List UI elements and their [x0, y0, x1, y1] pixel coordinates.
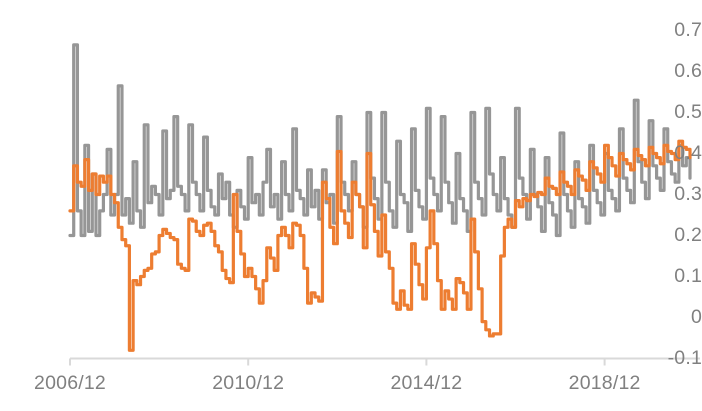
axis-group: [69, 357, 700, 366]
series-line-gray: [68, 43, 692, 238]
series-line-orange: [68, 139, 692, 352]
x-axis-ticks: [69, 358, 606, 366]
